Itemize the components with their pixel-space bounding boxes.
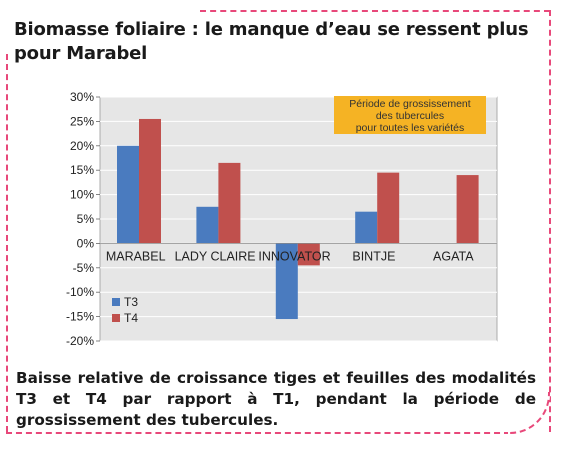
figure-caption: Baisse relative de croissance tiges et f… bbox=[16, 369, 536, 429]
frame-left bbox=[6, 54, 8, 432]
annotation-background bbox=[334, 96, 486, 134]
bar-t3-bintje bbox=[355, 211, 378, 244]
y-tick-label: 20% bbox=[70, 139, 94, 153]
legend-label-t3: T3 bbox=[124, 295, 138, 309]
bar-t4-agata bbox=[456, 175, 479, 244]
bar-t4-bintje bbox=[377, 172, 400, 244]
frame-right bbox=[549, 10, 551, 432]
x-category-label: MARABEL bbox=[106, 249, 166, 263]
bar-t4-marabel bbox=[139, 118, 161, 244]
y-tick-label: -15% bbox=[66, 310, 94, 324]
y-tick-label: 5% bbox=[77, 212, 95, 226]
frame-bottom bbox=[6, 432, 510, 434]
y-tick-label: -20% bbox=[66, 334, 94, 348]
bars bbox=[117, 118, 479, 320]
annotation-line-2: des tubercules bbox=[376, 110, 444, 122]
y-tick-label: 15% bbox=[70, 163, 94, 177]
y-tick-label: 25% bbox=[70, 114, 94, 128]
annotation-line-1: Période de grossissement bbox=[349, 98, 470, 110]
bar-t4-lady-claire bbox=[218, 162, 241, 244]
y-tick-label: 10% bbox=[70, 188, 94, 202]
bar-t3-marabel bbox=[117, 145, 139, 244]
page-title: Biomasse foliaire : le manque d’eau se r… bbox=[14, 19, 529, 64]
x-category-label: BINTJE bbox=[352, 249, 395, 263]
bar-t4-innovator bbox=[297, 243, 320, 266]
legend-swatch-t3 bbox=[112, 298, 120, 306]
y-tick-label: -10% bbox=[66, 285, 94, 299]
y-axis-ticks: -20% -15% -10% -5% 0% 5% 10% 15% 20% 25% 30% bbox=[66, 90, 94, 348]
x-category-label: INNOVATOR bbox=[258, 249, 330, 263]
bar-t3-lady-claire bbox=[196, 206, 219, 244]
x-category-label: LADY CLAIRE bbox=[175, 249, 256, 263]
y-tick-label: 0% bbox=[77, 236, 95, 250]
y-tick-label: -5% bbox=[73, 261, 95, 275]
frame-top bbox=[200, 10, 550, 12]
x-category-label: AGATA bbox=[433, 249, 474, 263]
legend-swatch-t4 bbox=[112, 314, 120, 322]
legend-label-t4: T4 bbox=[124, 311, 138, 325]
annotation-line-3: pour toutes les variétés bbox=[356, 122, 465, 134]
annotation-box: Période de grossissement des tubercules … bbox=[334, 96, 486, 134]
y-tick-label: 30% bbox=[70, 90, 94, 104]
x-axis-labels: MARABEL LADY CLAIRE INNOVATOR BINTJE AGATA bbox=[106, 249, 474, 263]
bar-t3-innovator bbox=[275, 243, 298, 320]
